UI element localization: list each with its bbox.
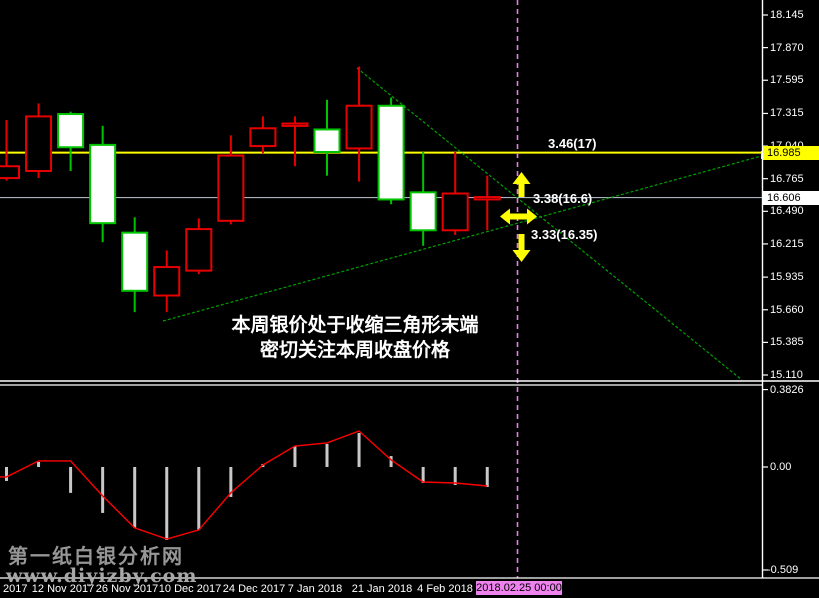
down-arrow-shaft	[518, 234, 525, 251]
fib-level-label-333: 3.33(16.35)	[531, 227, 598, 242]
candle-body	[473, 196, 501, 201]
candle-body	[121, 231, 149, 292]
candle-body	[313, 128, 341, 154]
level-price-box: 16.985	[763, 145, 819, 160]
candle-body	[0, 165, 20, 180]
chart-annotation-text: 本周银价处于收缩三角形末端 密切关注本周收盘价格	[222, 313, 488, 363]
candle-body	[377, 104, 405, 201]
annotation-line-1: 本周银价处于收缩三角形末端	[231, 315, 479, 336]
candle-body	[89, 143, 117, 225]
breakout-up-arrow	[512, 172, 531, 184]
watermark-site-name: 第一纸白银分析网	[8, 546, 184, 568]
current-price-box: 16.606	[763, 190, 819, 205]
triangle-trendline-1	[356, 67, 743, 381]
candle-body	[185, 228, 213, 272]
candle-body	[25, 115, 53, 172]
annotation-line-2: 密切关注本周收盘价格	[259, 340, 450, 361]
candle-body	[441, 192, 469, 232]
sideways-double-arrow	[500, 208, 537, 225]
triangle-trendline-2	[162, 154, 766, 322]
candle-body	[153, 266, 181, 297]
up-arrow-shaft	[518, 183, 525, 197]
fib-level-label-346: 3.46(17)	[548, 136, 597, 151]
candle-body	[249, 127, 277, 148]
candle-body	[281, 122, 309, 127]
candle-body	[409, 191, 437, 232]
candle-body	[345, 104, 373, 150]
current-time-box: 2018.02.25 00:00	[476, 581, 562, 595]
candle-body	[217, 154, 245, 222]
watermark-site-url: www.diyizby.com	[6, 565, 198, 587]
candle-body	[57, 113, 85, 149]
fib-level-label-338: 3.38(16.6)	[533, 191, 593, 206]
breakout-down-arrow	[512, 250, 531, 262]
oscillator-signal-line	[0, 430, 488, 540]
